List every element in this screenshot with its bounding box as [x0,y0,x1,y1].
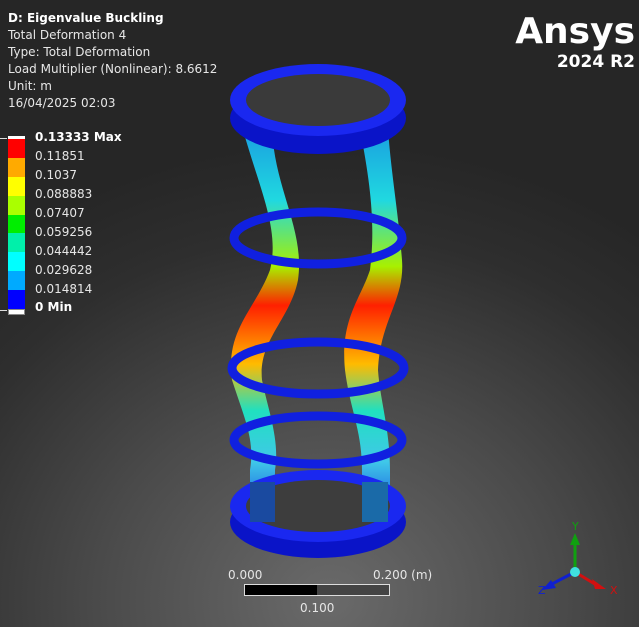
scale-right-label: 0.200 (m) [373,568,433,582]
triad-x-label: X [610,584,618,597]
load-multiplier: Load Multiplier (Nonlinear): 8.6612 [8,62,218,76]
result-name: Total Deformation 4 [8,28,127,42]
legend-swatch [8,139,25,158]
legend-label: 0.07407 [35,206,85,220]
legend-label: 0.044442 [35,244,93,258]
legend-swatch [8,290,25,310]
legend-max: 0.13333 Max [35,130,122,144]
triad-y-label: Y [571,520,579,533]
scale-left-label: 0.000 [228,568,263,582]
legend-swatch [8,157,25,177]
legend-swatch [8,252,25,272]
analysis-title: D: Eigenvalue Buckling [8,11,164,25]
legend-swatch [8,214,25,234]
legend-label: 0.1037 [35,168,77,182]
coordinate-triad[interactable]: Y X Z [538,520,618,597]
result-info: D: Eigenvalue Buckling Total Deformation… [8,10,217,112]
legend-label: 0.088883 [35,187,93,201]
timestamp: 16/04/2025 02:03 [8,96,116,110]
legend-swatch [8,271,25,291]
legend-label: 0.029628 [35,263,93,277]
legend-label: 0.014814 [35,282,93,296]
ansys-logo: Ansys 2024 R2 [515,11,635,73]
unit: Unit: m [8,79,52,93]
scale-middle-label: 0.100 [300,601,335,615]
legend-color-bar [8,136,25,316]
legend-min: 0 Min [35,300,73,314]
triad-z-label: Z [538,584,546,597]
legend-swatch [8,195,25,215]
legend-swatch [8,233,25,253]
result-type: Type: Total Deformation [8,45,151,59]
legend-label: 0.059256 [35,225,93,239]
legend-swatch [8,176,25,196]
buckled-cage-model [227,64,409,558]
legend-label: 0.11851 [35,149,85,163]
